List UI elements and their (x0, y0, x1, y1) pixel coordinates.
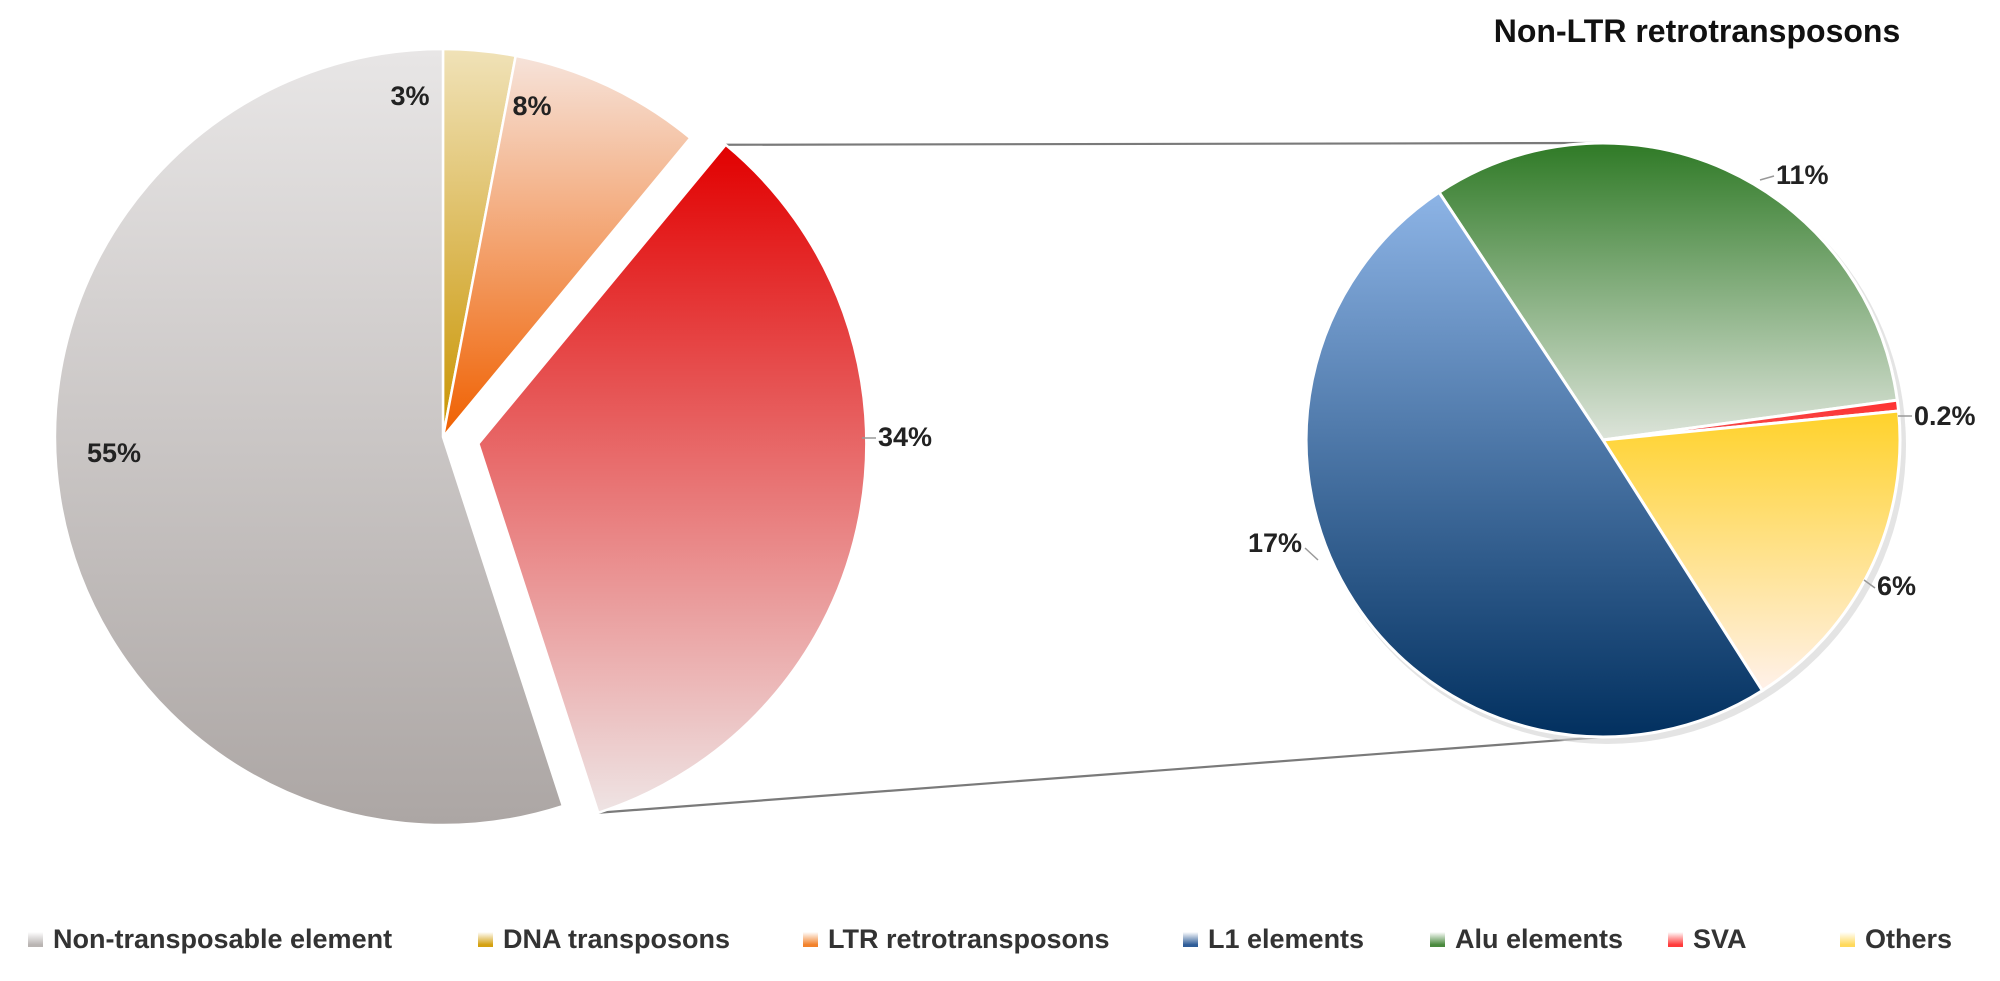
main-pie (53, 47, 868, 827)
legend-label-sva: SVA (1693, 924, 1747, 954)
sub-pie-label-l1: 17% (1248, 528, 1302, 558)
main-pie-label-non_te: 55% (87, 438, 141, 468)
legend-item-alu: Alu elements (1430, 924, 1623, 955)
sub-pie-leader-alu (1759, 175, 1775, 181)
legend: Non-transposable element DNA transposons… (0, 924, 2000, 974)
legend-swatch-non-te (28, 932, 43, 947)
sub-pie-label-sva: 0.2% (1914, 401, 1976, 431)
legend-swatch-l1 (1183, 932, 1198, 947)
legend-swatch-alu (1430, 932, 1445, 947)
legend-swatch-dna (478, 932, 493, 947)
legend-swatch-ltr (803, 932, 818, 947)
sub-pie-slice-l1 (1304, 190, 1765, 739)
legend-label-others: Others (1865, 924, 1953, 954)
main-pie-slice-nonltr (476, 143, 868, 815)
main-pie-label-ltr: 8% (512, 91, 551, 121)
main-pie-slice-non_te (53, 47, 565, 827)
sub-pie (1304, 141, 1906, 744)
sub-pie-slice-alu (1436, 141, 1899, 442)
sub-pie-label-others: 6% (1877, 571, 1916, 601)
sub-pie-title: Non-LTR retrotransposons (1494, 13, 1901, 49)
main-pie-label-dna: 3% (390, 81, 429, 111)
legend-item-dna: DNA transposons (478, 924, 730, 955)
sub-pie-slice-others (1600, 409, 1902, 693)
connector-lines (598, 141, 1604, 814)
legend-item-others: Others (1840, 924, 1952, 955)
data-labels: 55% 3% 8% 34% 11% 0.2% 6% 17% (87, 81, 1976, 601)
legend-label-l1: L1 elements (1208, 924, 1365, 954)
legend-label-ltr: LTR retrotransposons (828, 924, 1110, 954)
connector-bottom (598, 735, 1604, 814)
legend-item-non-te: Non-transposable element (28, 924, 392, 955)
legend-label-non-te: Non-transposable element (53, 924, 393, 954)
connector-top (725, 141, 1604, 146)
legend-swatch-others (1840, 932, 1855, 947)
legend-label-alu: Alu elements (1455, 924, 1624, 954)
legend-item-ltr: LTR retrotransposons (803, 924, 1110, 955)
legend-label-dna: DNA transposons (503, 924, 731, 954)
sub-pie-leader-others (1863, 579, 1876, 589)
sub-pie-label-alu: 11% (1776, 160, 1829, 190)
legend-swatch-sva (1668, 932, 1683, 947)
legend-item-l1: L1 elements (1183, 924, 1364, 955)
sub-pie-leader-l1 (1304, 547, 1319, 561)
main-pie-label-nonltr: 34% (878, 422, 932, 452)
main-pie-slice-ltr (441, 54, 693, 438)
legend-item-sva: SVA (1668, 924, 1747, 955)
